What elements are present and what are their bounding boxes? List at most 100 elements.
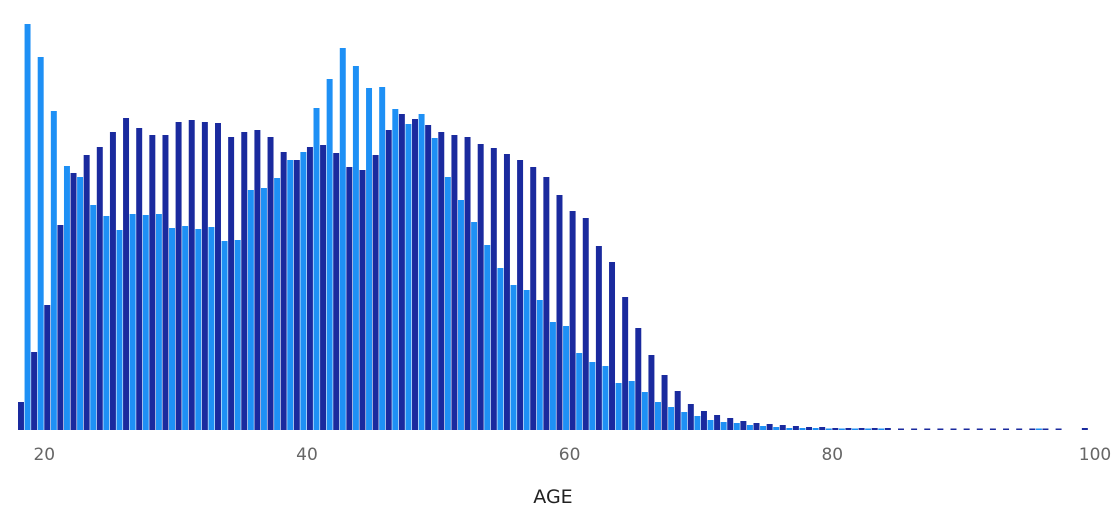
x-axis-title: AGE (533, 486, 572, 508)
bar-series-1-age-97 (1055, 428, 1062, 430)
bar-series-2-age-53 (484, 245, 491, 430)
bar-series-2-age-49 (431, 138, 438, 430)
bar-series-1-age-24 (96, 147, 103, 430)
bar-series-1-age-52 (464, 137, 471, 430)
bar-series-1-age-37 (267, 137, 274, 430)
bar-series-1-age-49 (425, 125, 432, 430)
bar-series-1-age-99 (1081, 428, 1088, 430)
bar-series-2-age-23 (90, 205, 97, 430)
bar-series-2-age-75 (773, 427, 780, 430)
bar-series-1-age-36 (254, 130, 261, 430)
bar-series-1-age-33 (215, 123, 221, 430)
bar-series-1-age-69 (687, 404, 694, 430)
bar-series-2-age-48 (418, 114, 425, 430)
bar-series-1-age-92 (989, 428, 996, 430)
bar-series-1-age-28 (149, 135, 156, 430)
bar-series-1-age-47 (398, 114, 405, 430)
bar-series-1-age-25 (109, 132, 116, 430)
x-tick-label-40: 40 (296, 445, 318, 465)
bar-series-1-age-30 (175, 122, 182, 430)
x-tick-label-60: 60 (559, 445, 581, 465)
bar-series-2-age-55 (510, 285, 517, 430)
bar-series-1-age-94 (1016, 428, 1023, 430)
bar-series-1-age-93 (1003, 428, 1010, 430)
bar-series-1-age-57 (530, 167, 537, 430)
bar-series-2-age-34 (234, 240, 241, 430)
bar-series-2-age-36 (260, 188, 267, 430)
bar-series-1-age-81 (845, 428, 852, 430)
bar-series-2-age-33 (221, 241, 228, 430)
bar-series-2-age-20 (50, 111, 57, 430)
bar-series-1-age-60 (569, 211, 576, 430)
bar-series-2-age-62 (602, 366, 609, 430)
bar-series-2-age-43 (352, 66, 359, 430)
bar-series-1-age-23 (83, 155, 90, 430)
bar-series-2-age-61 (589, 362, 596, 430)
bar-series-1-age-48 (412, 119, 418, 430)
bar-series-1-age-96 (1042, 428, 1049, 430)
bar-series-2-age-80 (838, 428, 845, 430)
x-tick-labels: 20 40 60 80 100 (33, 445, 1111, 465)
bar-series-1-age-32 (201, 122, 208, 430)
bar-series-2-age-28 (155, 214, 162, 430)
bar-series-2-age-67 (668, 407, 675, 430)
bar-series-1-age-66 (648, 355, 655, 430)
bar-series-1-age-19 (31, 352, 38, 430)
bar-series-2-age-35 (247, 190, 254, 430)
bar-series-1-age-45 (372, 155, 379, 430)
x-tick-label-100: 100 (1079, 445, 1111, 465)
bar-series-1-age-76 (779, 425, 786, 430)
bar-series-2-age-59 (563, 326, 570, 430)
bar-series-1-age-90 (963, 428, 970, 430)
bar-series-2-age-79 (825, 428, 832, 430)
bar-series-2-age-41 (326, 79, 333, 430)
bar-series-2-age-37 (274, 178, 281, 430)
bar-series-2-age-65 (641, 392, 648, 430)
bar-series-2-age-39 (300, 152, 307, 430)
bar-series-1-age-65 (635, 328, 642, 430)
bar-series-2-age-83 (878, 428, 885, 430)
bar-series-1-age-64 (622, 297, 629, 430)
bar-series-1-age-75 (766, 424, 773, 430)
bar-series-1-age-61 (582, 218, 589, 430)
bar-series-1-age-41 (320, 145, 327, 430)
bar-series-1-age-74 (753, 423, 760, 430)
bar-series-1-age-31 (188, 120, 195, 430)
bar-series-1-age-53 (477, 144, 484, 430)
bar-series-2-age-69 (694, 416, 701, 430)
bar-series-2-age-54 (497, 268, 504, 430)
bars-group (18, 24, 1088, 430)
bar-series-1-age-63 (609, 262, 616, 430)
bar-series-1-age-43 (346, 167, 353, 430)
bar-series-2-age-46 (392, 109, 399, 430)
x-tick-label-80: 80 (821, 445, 843, 465)
bar-series-2-age-63 (615, 383, 622, 430)
bar-series-2-age-27 (142, 215, 149, 430)
bar-series-2-age-95 (1035, 428, 1042, 430)
bar-series-2-age-19 (37, 57, 44, 430)
bar-series-2-age-45 (379, 87, 386, 430)
bar-series-2-age-56 (523, 290, 530, 430)
bar-series-1-age-29 (162, 135, 169, 430)
bar-series-1-age-68 (674, 391, 681, 430)
bar-series-2-age-22 (77, 177, 84, 430)
bar-series-1-age-85 (897, 428, 904, 430)
bar-series-2-age-18 (24, 24, 31, 430)
bar-series-1-age-22 (70, 173, 77, 430)
bar-series-2-age-40 (313, 108, 320, 430)
bar-series-1-age-55 (503, 154, 510, 430)
bar-series-2-age-72 (733, 423, 740, 430)
bar-series-2-age-31 (195, 229, 202, 430)
bar-series-2-age-73 (746, 425, 753, 430)
bar-series-1-age-26 (123, 118, 130, 430)
bar-series-2-age-66 (655, 402, 661, 430)
bar-series-1-age-51 (451, 135, 458, 430)
bar-series-1-age-80 (832, 428, 839, 430)
bar-series-2-age-30 (182, 226, 189, 430)
bar-series-2-age-77 (799, 428, 806, 430)
bar-series-1-age-86 (911, 428, 918, 430)
bar-series-1-age-89 (950, 428, 957, 430)
bar-series-1-age-39 (293, 160, 300, 430)
